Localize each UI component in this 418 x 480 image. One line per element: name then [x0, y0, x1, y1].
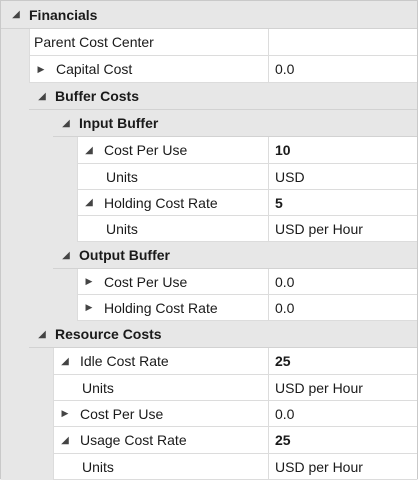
property-input-holding-cost-rate[interactable]: ◢ Holding Cost Rate 5 — [1, 190, 417, 216]
indent-gutter — [29, 110, 53, 321]
property-name: Units — [106, 168, 138, 185]
category-buffer-costs[interactable]: ◢ Buffer Costs — [1, 83, 417, 110]
category-input-buffer-label: Input Buffer — [79, 115, 159, 131]
property-input-cost-per-use-units[interactable]: Units USD — [1, 164, 417, 190]
category-financials[interactable]: ◢ Financials — [1, 1, 417, 29]
property-usage-cost-rate[interactable]: ◢ Usage Cost Rate 25 — [1, 427, 417, 454]
property-name: Cost Per Use — [104, 273, 188, 290]
category-buffer-costs-label: Buffer Costs — [55, 88, 140, 104]
property-name: Capital Cost — [56, 61, 133, 77]
property-name: Holding Cost Rate — [104, 194, 218, 211]
property-input-cost-per-use[interactable]: ◢ Cost Per Use 10 — [1, 137, 417, 164]
property-name: Idle Cost Rate — [80, 353, 169, 369]
indent-gutter — [53, 137, 77, 242]
category-resource-costs[interactable]: ◢ Resource Costs — [1, 321, 417, 348]
property-value-resource-cost-per-use[interactable]: 0.0 — [269, 401, 417, 427]
triangle-right-icon[interactable]: ▶ — [61, 408, 69, 418]
triangle-down-icon[interactable]: ◢ — [62, 117, 70, 129]
property-value-output-holding-cost-rate[interactable]: 0.0 — [269, 295, 417, 321]
property-value-usage-cost-rate-units[interactable]: USD per Hour — [269, 454, 417, 480]
triangle-right-icon[interactable]: ▶ — [85, 276, 93, 286]
property-value-idle-cost-rate-units[interactable]: USD per Hour — [269, 375, 417, 401]
property-name: Cost Per Use — [104, 142, 188, 158]
property-value-output-cost-per-use[interactable]: 0.0 — [269, 269, 417, 295]
category-output-buffer-label: Output Buffer — [79, 247, 170, 263]
category-input-buffer[interactable]: ◢ Input Buffer — [1, 110, 417, 137]
triangle-down-icon[interactable]: ◢ — [62, 249, 70, 261]
property-value-usage-cost-rate[interactable]: 25 — [269, 427, 417, 454]
indent-gutter — [29, 348, 53, 480]
property-output-holding-cost-rate[interactable]: ▶ Holding Cost Rate 0.0 — [1, 295, 417, 321]
property-idle-cost-rate-units[interactable]: Units USD per Hour — [1, 375, 417, 401]
indent-gutter — [53, 269, 77, 321]
triangle-right-icon[interactable]: ▶ — [37, 63, 45, 74]
property-name: Units — [106, 220, 138, 237]
property-capital-cost[interactable]: ▶ Capital Cost 0.0 — [1, 56, 417, 83]
category-financials-label: Financials — [29, 6, 98, 23]
triangle-down-icon[interactable]: ◢ — [61, 355, 69, 367]
category-resource-costs-label: Resource Costs — [55, 326, 162, 342]
property-usage-cost-rate-units[interactable]: Units USD per Hour — [1, 454, 417, 480]
property-value-input-cost-per-use-units[interactable]: USD — [269, 164, 417, 190]
property-value-input-cost-per-use[interactable]: 10 — [269, 137, 417, 164]
property-parent-cost-center[interactable]: Parent Cost Center — [1, 29, 417, 56]
triangle-down-icon[interactable]: ◢ — [61, 434, 69, 446]
triangle-down-icon[interactable]: ◢ — [85, 197, 93, 208]
property-value-input-holding-cost-rate[interactable]: 5 — [269, 190, 417, 216]
triangle-down-icon[interactable]: ◢ — [85, 144, 93, 156]
property-value-capital-cost[interactable]: 0.0 — [269, 56, 417, 83]
property-name: Units — [82, 379, 114, 396]
property-resource-cost-per-use[interactable]: ▶ Cost Per Use 0.0 — [1, 401, 417, 427]
triangle-down-icon[interactable]: ◢ — [38, 328, 46, 340]
property-name: Cost Per Use — [80, 405, 164, 422]
property-value-input-holding-cost-rate-units[interactable]: USD per Hour — [269, 216, 417, 242]
triangle-down-icon[interactable]: ◢ — [38, 90, 46, 102]
property-name: Parent Cost Center — [34, 34, 154, 50]
property-value-idle-cost-rate[interactable]: 25 — [269, 348, 417, 375]
triangle-down-icon[interactable]: ◢ — [12, 9, 20, 20]
category-output-buffer[interactable]: ◢ Output Buffer — [1, 242, 417, 269]
property-name: Holding Cost Rate — [104, 299, 218, 316]
property-value-parent-cost-center[interactable] — [269, 29, 417, 56]
property-output-cost-per-use[interactable]: ▶ Cost Per Use 0.0 — [1, 269, 417, 295]
property-input-holding-cost-rate-units[interactable]: Units USD per Hour — [1, 216, 417, 242]
property-name: Units — [82, 458, 114, 475]
triangle-right-icon[interactable]: ▶ — [85, 302, 93, 312]
property-idle-cost-rate[interactable]: ◢ Idle Cost Rate 25 — [1, 348, 417, 375]
property-name: Usage Cost Rate — [80, 432, 187, 448]
